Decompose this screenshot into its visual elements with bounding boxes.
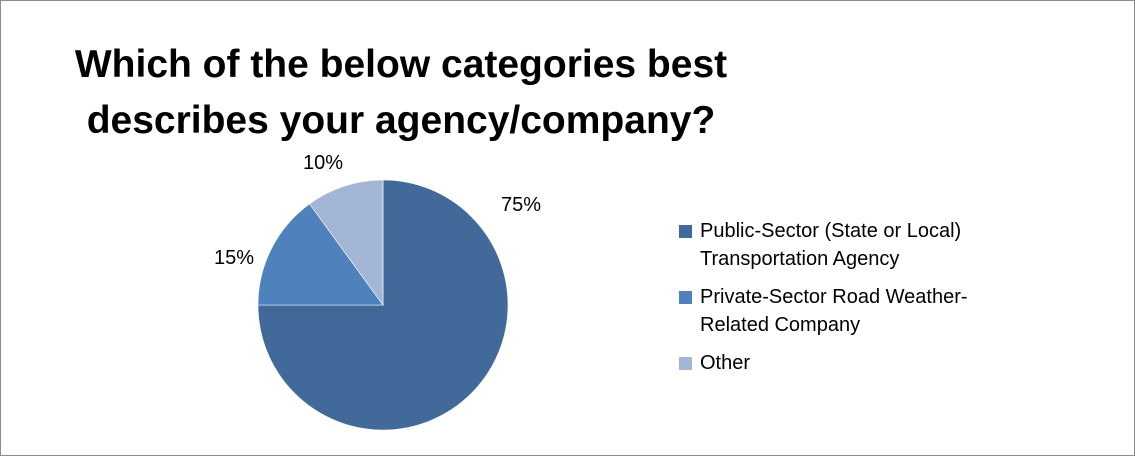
data-label-public-sector: 75% xyxy=(501,194,541,216)
legend-swatch-public-sector xyxy=(679,225,692,238)
chart-title-line-1: Which of the below categories best xyxy=(74,43,728,86)
legend-label-other: Other xyxy=(700,352,751,374)
pie-slice-other xyxy=(309,179,384,306)
legend-item: Other xyxy=(679,349,1079,377)
data-label-private-sector: 15% xyxy=(214,247,254,269)
pie-slice-public-sector xyxy=(257,179,509,431)
legend: Public-Sector (State or Local) Transport… xyxy=(679,217,1079,387)
legend-label-private-sector: Private-Sector Road Weather- Related Com… xyxy=(700,286,968,336)
legend-swatch-private-sector xyxy=(679,291,692,304)
legend-swatch-other xyxy=(679,357,692,370)
chart-title: Which of the below categories best descr… xyxy=(21,37,781,149)
legend-label-public-sector: Public-Sector (State or Local) Transport… xyxy=(700,220,962,270)
legend-item: Private-Sector Road Weather- Related Com… xyxy=(679,283,1079,339)
pie-slice-private-sector xyxy=(257,203,384,306)
data-label-other: 10% xyxy=(303,152,343,174)
chart-title-line-2: describes your agency/company? xyxy=(86,99,716,142)
legend-item: Public-Sector (State or Local) Transport… xyxy=(679,217,1079,273)
